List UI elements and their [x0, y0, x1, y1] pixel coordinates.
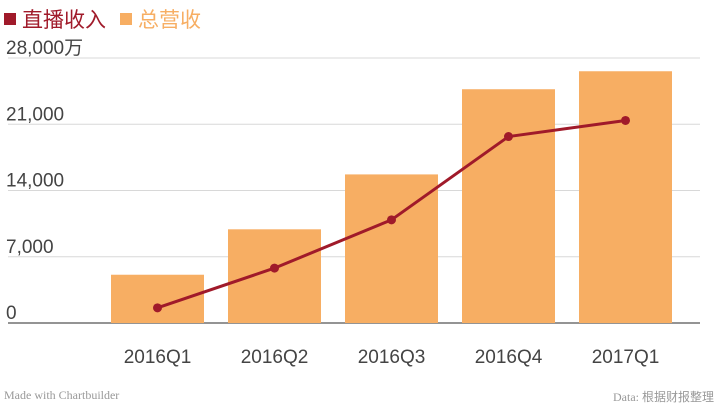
- point-live-revenue: [504, 132, 513, 142]
- legend-item-total-revenue: 总营收: [120, 4, 201, 34]
- point-live-revenue: [270, 263, 279, 273]
- legend-label-live-revenue: 直播收入: [22, 9, 106, 32]
- x-tick-label: 2017Q1: [592, 347, 660, 368]
- data-source-note: Data: 根据财报整理: [613, 390, 714, 404]
- y-tick-label: 7,000: [6, 237, 54, 258]
- bar-total-revenue: [579, 71, 672, 323]
- legend-label-total-revenue: 总营收: [138, 9, 201, 32]
- legend: 直播收入 总营收: [4, 4, 201, 34]
- point-live-revenue: [153, 303, 162, 313]
- bar-total-revenue: [111, 274, 204, 323]
- y-tick-label: 0: [6, 303, 17, 324]
- y-tick-label: 28,000万: [6, 38, 83, 59]
- chartbuilder-credit: Made with Chartbuilder: [4, 388, 120, 402]
- point-live-revenue: [621, 115, 630, 125]
- bar-total-revenue: [462, 89, 555, 323]
- point-live-revenue: [387, 215, 396, 225]
- bar-total-revenue: [228, 229, 321, 323]
- legend-swatch-live-revenue: [4, 13, 16, 25]
- x-tick-label: 2016Q4: [475, 347, 543, 368]
- y-tick-label: 21,000: [6, 104, 64, 125]
- y-tick-label: 14,000: [6, 171, 64, 192]
- legend-item-live-revenue: 直播收入: [4, 4, 106, 34]
- legend-swatch-total-revenue: [120, 13, 132, 25]
- x-tick-label: 2016Q3: [358, 347, 426, 368]
- x-tick-label: 2016Q1: [124, 347, 192, 368]
- x-tick-label: 2016Q2: [241, 347, 309, 368]
